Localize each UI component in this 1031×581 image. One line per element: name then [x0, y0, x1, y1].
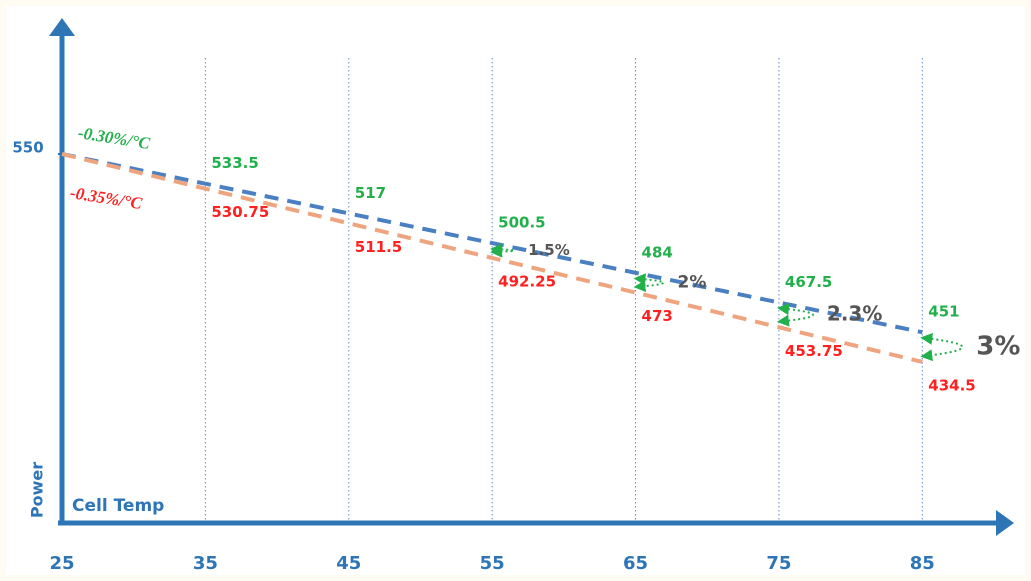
- y-axis-arrow: [49, 18, 75, 36]
- annotation: 3%: [976, 332, 1020, 362]
- data-label: 473: [642, 307, 673, 325]
- data-label: 500.5: [498, 214, 545, 232]
- x-axis-label: Cell Temp: [72, 496, 164, 516]
- data-label: 530.75: [211, 203, 269, 221]
- x-tick-label: 35: [193, 553, 218, 574]
- series-line: [61, 152, 923, 364]
- series-line: [61, 152, 923, 335]
- data-label: 517: [355, 184, 386, 202]
- data-label: 467.5: [785, 273, 832, 291]
- x-tick-label: 55: [480, 553, 505, 574]
- data-label: 434.5: [928, 376, 975, 394]
- data-label: 451: [928, 303, 959, 321]
- y-axis-label: Power: [28, 462, 47, 518]
- x-tick-label: 25: [49, 553, 74, 574]
- data-label: 533.5: [211, 154, 258, 172]
- data-label: 484: [642, 243, 673, 261]
- data-label: 511.5: [355, 238, 402, 256]
- annotation-arrow: [633, 273, 665, 293]
- annotation: 2.3%: [827, 301, 882, 325]
- annotation: 1.5%: [528, 241, 570, 259]
- y-tick-label: 550: [12, 139, 43, 157]
- x-tick-label: 75: [766, 553, 791, 574]
- x-tick-label: 85: [910, 553, 935, 574]
- annotation-arrow: [920, 332, 964, 362]
- annotation-arrow: [776, 303, 814, 327]
- x-axis-arrow: [996, 510, 1014, 536]
- x-tick-label: 45: [336, 553, 361, 574]
- data-label: 453.75: [785, 342, 843, 360]
- annotation-arrow: [490, 243, 516, 258]
- plot-background: [6, 6, 1025, 575]
- annotation: 2%: [678, 273, 707, 293]
- x-tick-label: 65: [623, 553, 648, 574]
- data-label: 492.25: [498, 272, 556, 290]
